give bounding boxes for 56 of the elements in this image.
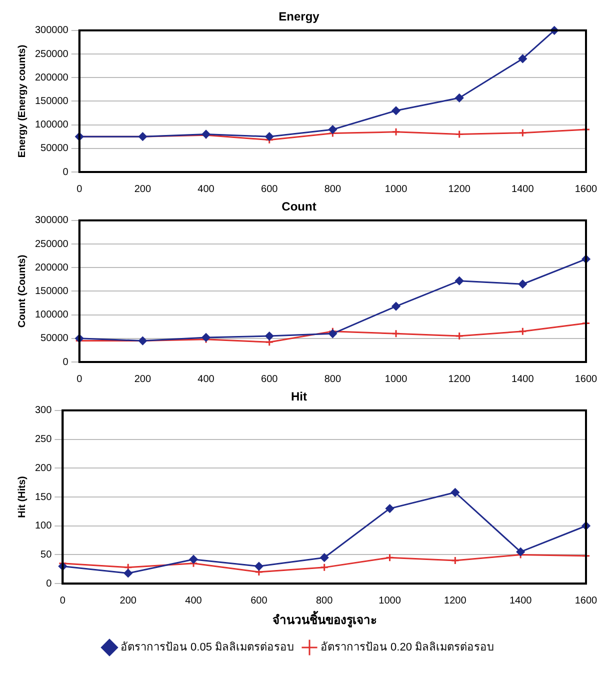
x-tick-label: 1200 [448, 184, 471, 195]
x-tick-label: 1000 [378, 595, 402, 606]
y-tick-label: 150000 [34, 286, 69, 297]
y-axis-title: Count (Counts) [16, 254, 28, 328]
x-tick-label: 1200 [448, 374, 471, 385]
y-tick-label: 0 [62, 166, 69, 178]
y-tick-label: 100 [34, 520, 52, 532]
x-tick-label: 600 [261, 184, 278, 195]
y-tick-label: 200000 [34, 262, 69, 274]
x-tick-label: 1600 [574, 374, 598, 385]
x-tick-label: 400 [198, 374, 215, 385]
y-tick-label: 250000 [34, 238, 69, 250]
y-tick-label: 0 [62, 356, 69, 368]
x-tick-label: 1400 [512, 184, 534, 195]
x-tick-label: 600 [250, 595, 268, 606]
y-tick-label: 50000 [40, 143, 69, 154]
chart-title: Energy [278, 10, 320, 24]
x-axis-title: จำนวนชิ้นของรูเจาะ [272, 610, 376, 628]
x-tick-label: 800 [324, 184, 342, 195]
x-tick-label: 1200 [444, 595, 467, 606]
x-tick-label: 1000 [384, 374, 408, 385]
x-tick-label: 1600 [574, 184, 598, 195]
y-tick-label: 0 [46, 578, 52, 590]
x-tick-label: 1400 [512, 374, 534, 385]
y-tick-label: 250 [34, 434, 52, 446]
y-tick-label: 100000 [34, 310, 69, 321]
y-tick-label: 250000 [34, 48, 69, 60]
x-tick-label: 200 [134, 374, 152, 385]
chart-title: Count [282, 200, 316, 214]
x-tick-label: 400 [198, 184, 215, 195]
y-tick-label: 300000 [34, 25, 69, 36]
y-axis-title: Hit (Hits) [16, 476, 28, 518]
y-tick-label: 150000 [34, 96, 69, 107]
y-tick-label: 50 [40, 549, 52, 560]
x-tick-label: 1600 [574, 595, 598, 606]
x-tick-label: 200 [120, 595, 137, 606]
y-axis-title: Energy (Energy counts) [16, 44, 28, 158]
x-tick-label: 1000 [384, 184, 408, 195]
y-tick-label: 150 [34, 492, 52, 503]
x-tick-label: 200 [134, 184, 152, 195]
x-tick-label: 800 [324, 374, 342, 385]
y-tick-label: 200 [34, 462, 52, 474]
y-tick-label: 200000 [34, 72, 69, 84]
x-tick-label: 800 [316, 595, 334, 606]
y-tick-label: 50000 [40, 333, 69, 344]
x-tick-label: 0 [76, 374, 83, 385]
x-tick-label: 400 [185, 595, 202, 606]
y-tick-label: 300 [34, 405, 52, 416]
x-tick-label: 1400 [509, 595, 532, 606]
y-tick-label: 100000 [34, 120, 69, 131]
x-tick-label: 0 [76, 184, 83, 195]
chart-title: Hit [291, 390, 307, 404]
legend-label: อัตราการป้อน 0.05 มิลลิเมตรต่อรอบ [120, 642, 294, 654]
y-tick-label: 300000 [34, 215, 69, 226]
legend-label: อัตราการป้อน 0.20 มิลลิเมตรต่อรอบ [320, 642, 494, 654]
x-tick-label: 600 [261, 374, 278, 385]
